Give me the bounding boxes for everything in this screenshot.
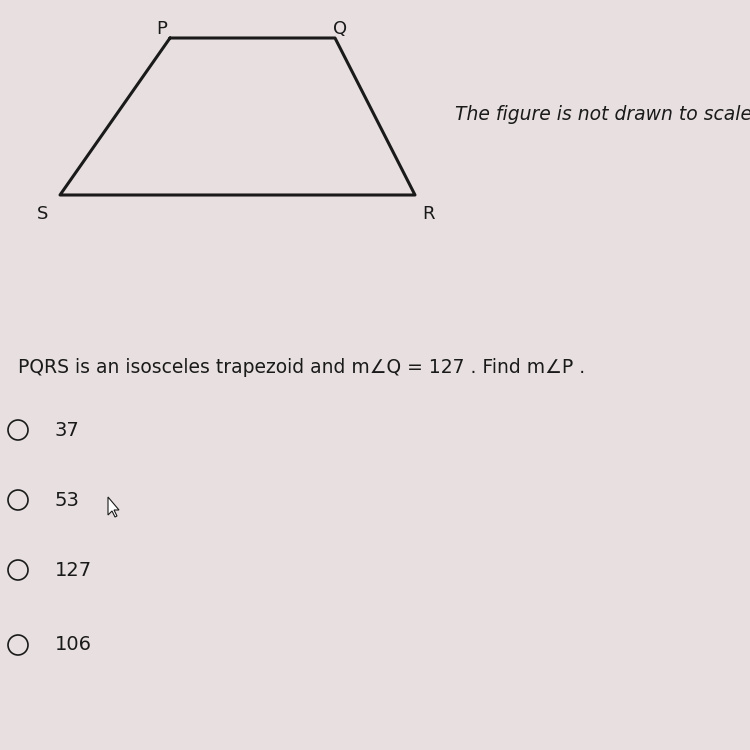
Text: The figure is not drawn to scale.: The figure is not drawn to scale. [455, 106, 750, 124]
Text: 37: 37 [55, 421, 80, 440]
Text: 106: 106 [55, 635, 92, 655]
Polygon shape [108, 497, 119, 517]
Text: 127: 127 [55, 560, 92, 580]
Text: P: P [157, 20, 167, 38]
Text: S: S [37, 205, 48, 223]
Text: Q: Q [333, 20, 347, 38]
Text: 53: 53 [55, 490, 80, 509]
Text: PQRS is an isosceles trapezoid and m∠Q = 127 . Find m∠P .: PQRS is an isosceles trapezoid and m∠Q =… [18, 358, 585, 377]
Text: R: R [422, 205, 434, 223]
